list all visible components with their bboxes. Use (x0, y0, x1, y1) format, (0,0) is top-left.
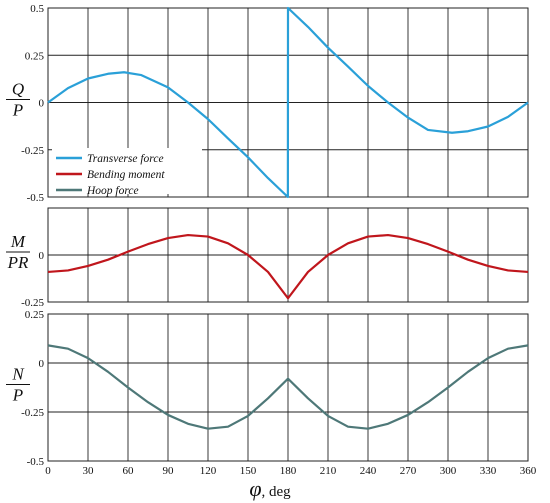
legend: Transverse force Bending moment Hoop force (52, 148, 202, 197)
x-tick-label: 180 (280, 465, 297, 477)
y-axis-label-denominator: P (12, 386, 23, 405)
y-axis-label-denominator: PR (7, 253, 29, 272)
chart-panel-3: 0.25 0 -0.25 -0.5 NP 0 30 60 90 120 150 180 210 240 27… (6, 309, 537, 501)
legend-entry-label: Bending moment (87, 169, 165, 181)
x-tick-label: 330 (480, 465, 497, 477)
y-tick-label: -0.5 (27, 192, 45, 204)
x-axis-label: φ, deg (249, 476, 291, 501)
x-tick-label: 120 (200, 465, 217, 477)
series-line-transverse-force (47, 6, 529, 199)
x-tick-label: 270 (400, 465, 417, 477)
chart-panel-1: 0.5 0.25 0 -0.25 -0.5 QP (6, 3, 529, 204)
y-tick-label: -0.25 (21, 297, 44, 309)
chart-panel-2: 0 -0.25 M PR (6, 207, 529, 309)
y-tick-label: -0.25 (21, 407, 44, 419)
x-tick-label: 30 (83, 465, 95, 477)
x-tick-label: 360 (520, 465, 537, 477)
x-tick-label: 210 (320, 465, 337, 477)
legend-entry-label: Hoop force (86, 185, 139, 197)
plot-frame (47, 313, 529, 462)
y-axis-label-numerator: M (10, 232, 26, 251)
y-axis-label-denominator: P (12, 101, 23, 120)
y-tick-label: 0 (39, 358, 45, 370)
x-tick-label: 0 (45, 465, 51, 477)
x-tick-label: 150 (240, 465, 257, 477)
y-tick-label: 0.25 (25, 50, 45, 62)
y-tick-label: -0.5 (27, 456, 45, 468)
y-tick-label: 0.5 (30, 3, 44, 15)
y-axis-label-numerator: N (11, 365, 25, 384)
y-tick-label: 0 (39, 250, 45, 262)
y-tick-label: 0 (39, 98, 45, 110)
y-tick-label: 0.25 (25, 309, 45, 321)
legend-background (52, 148, 202, 194)
legend-entry-label: Transverse force (87, 153, 164, 165)
y-tick-label: -0.25 (21, 145, 44, 157)
x-tick-label: 90 (163, 465, 175, 477)
series-line-hoop-force (47, 344, 529, 430)
series-line-bending-moment (47, 233, 529, 300)
x-tick-label: 60 (123, 465, 135, 477)
x-tick-label: 240 (360, 465, 377, 477)
plot-frame (47, 207, 529, 303)
x-tick-label: 300 (440, 465, 457, 477)
y-axis-label-numerator: Q (12, 80, 24, 99)
